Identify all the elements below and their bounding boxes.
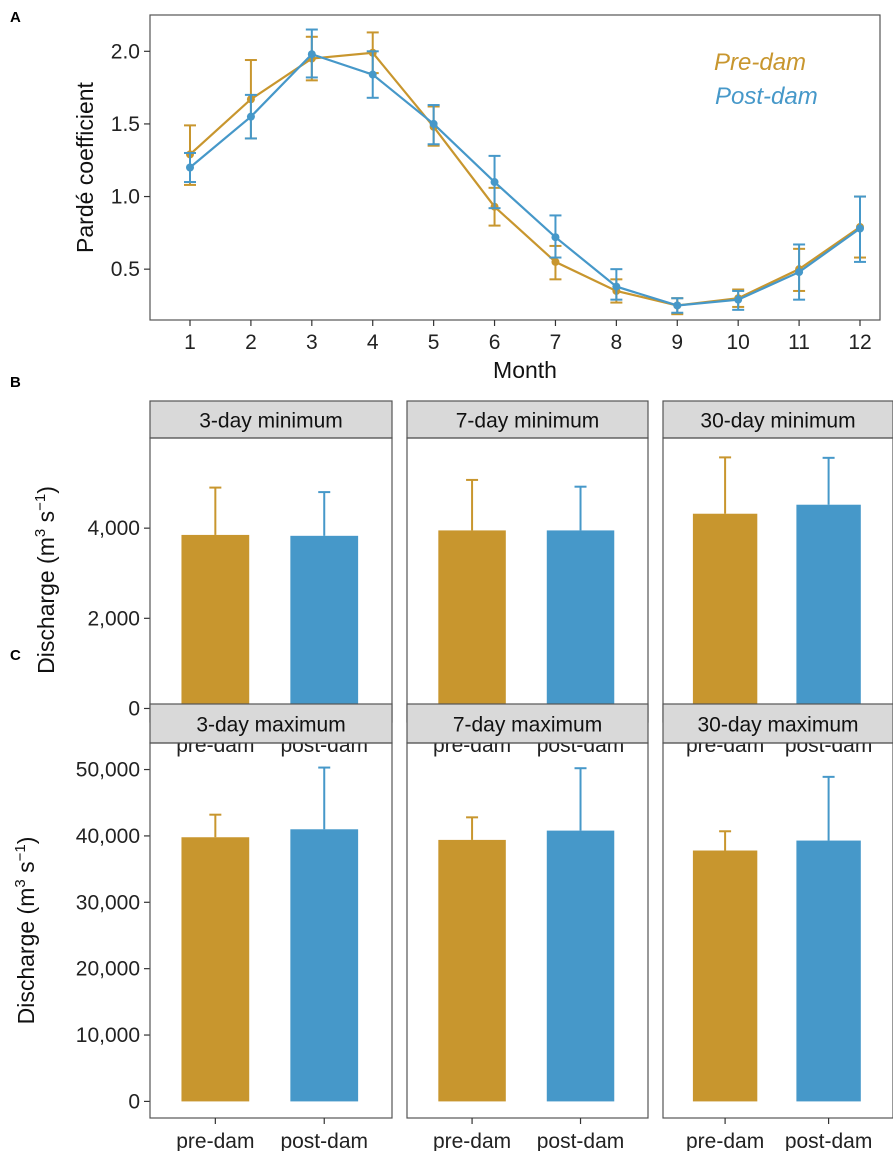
data-point [673,301,682,310]
x-tick-label: pre-dam [176,1130,254,1151]
series-line [189,52,861,307]
data-point [490,178,499,187]
data-point [429,119,438,128]
facet-title: 3-day maximum [196,714,345,737]
bar-pre-dam [181,837,250,1102]
panel-b: 0 2,000 4,000 Discharge (m3 s−1) 3-day minim… [32,400,893,757]
y-tick-label: 20,000 [76,958,140,981]
facet-title: 3-day minimum [199,410,343,433]
bar-pre-dam [692,850,758,1102]
facet-strip [149,400,393,439]
x-tick-label: 9 [671,331,683,354]
y-tick-label: 2,000 [87,607,140,630]
x-tick-label: 5 [428,331,440,354]
facet-strip [406,400,649,439]
x-tick-label: 2 [245,331,257,354]
panel-c: 0 10,000 20,000 30,000 40,000 50,000 Discharge… [12,703,893,1151]
plot-frame [406,742,649,1119]
facet-title: 7-day maximum [453,714,602,737]
bar-post-dam [546,830,615,1102]
bar-pre-dam [438,530,506,709]
x-tick-label: pre-dam [433,1130,511,1151]
x-tick-label: pre-dam [686,1130,764,1151]
legend-entry-post-dam: Post-dam [715,83,818,110]
facet-strip [662,400,893,439]
data-point [734,295,743,304]
x-tick-label: post-dam [785,1130,873,1151]
data-point [551,257,560,266]
x-tick-label: 4 [367,331,379,354]
facet-strip [662,703,893,744]
bar-post-dam [290,829,359,1102]
facet-3: 30-day maximum pre-dam post-dam [662,703,893,1151]
bar-post-dam [796,504,861,709]
bar-post-dam [796,840,861,1102]
y-tick-label: 0 [128,697,140,720]
y-tick-label: 0 [128,1090,140,1113]
bar-pre-dam [438,839,506,1102]
legend-entry-pre-dam: Pre-dam [714,49,806,76]
x-tick-label: post-dam [280,1130,368,1151]
data-point [368,70,377,79]
plot-frame [149,14,881,321]
x-tick-label: 6 [489,331,501,354]
facet-title: 30-day minimum [700,410,855,433]
y-axis-title: Discharge (m3 s−1) [12,837,39,1025]
data-point [856,224,864,233]
data-point [551,233,560,242]
y-tick-label: 10,000 [76,1024,140,1047]
x-tick-label: post-dam [537,1130,625,1151]
y-tick-label: 4,000 [87,517,140,540]
data-point [307,50,316,59]
y-tick-label: 2.0 [111,40,140,63]
y-tick-label: 50,000 [76,759,140,782]
x-axis-title: Month [493,357,557,383]
panel-letter-c: C [10,647,21,664]
x-tick-label: 3 [306,331,318,354]
data-point [795,268,804,277]
x-tick-label: 12 [848,331,871,354]
y-axis-title: Pardé coefficient [72,81,98,253]
bar-pre-dam [692,513,758,709]
bar-pre-dam [181,534,250,709]
x-tick-label: 8 [611,331,623,354]
x-tick-label: 7 [550,331,562,354]
data-point [186,163,194,172]
plot-frame [662,742,893,1119]
facet-title: 30-day maximum [697,714,858,737]
bar-post-dam [290,535,359,709]
y-tick-label: 1.0 [111,186,140,209]
plot-frame [149,742,393,1119]
x-tick-label: 11 [788,331,810,354]
facet-1: 3-day maximum pre-dam post-dam [149,703,393,1151]
y-tick-label: 1.5 [111,113,140,136]
data-point [246,112,255,121]
x-tick-label: 1 [184,331,196,354]
bar-post-dam [546,530,615,709]
facet-2: 7-day maximum pre-dam post-dam [406,703,649,1151]
x-tick-label: 10 [727,331,750,354]
y-tick-label: 40,000 [76,825,140,848]
y-tick-label: 0.5 [111,258,140,281]
facet-strip [149,703,393,744]
panel-letter-a: A [10,9,21,26]
panel-letter-b: B [10,374,21,391]
data-point [612,282,621,291]
facet-title: 7-day minimum [456,410,600,433]
y-tick-label: 30,000 [76,891,140,914]
series-post-dam [184,28,866,314]
y-axis-title: Discharge (m3 s−1) [32,486,59,674]
